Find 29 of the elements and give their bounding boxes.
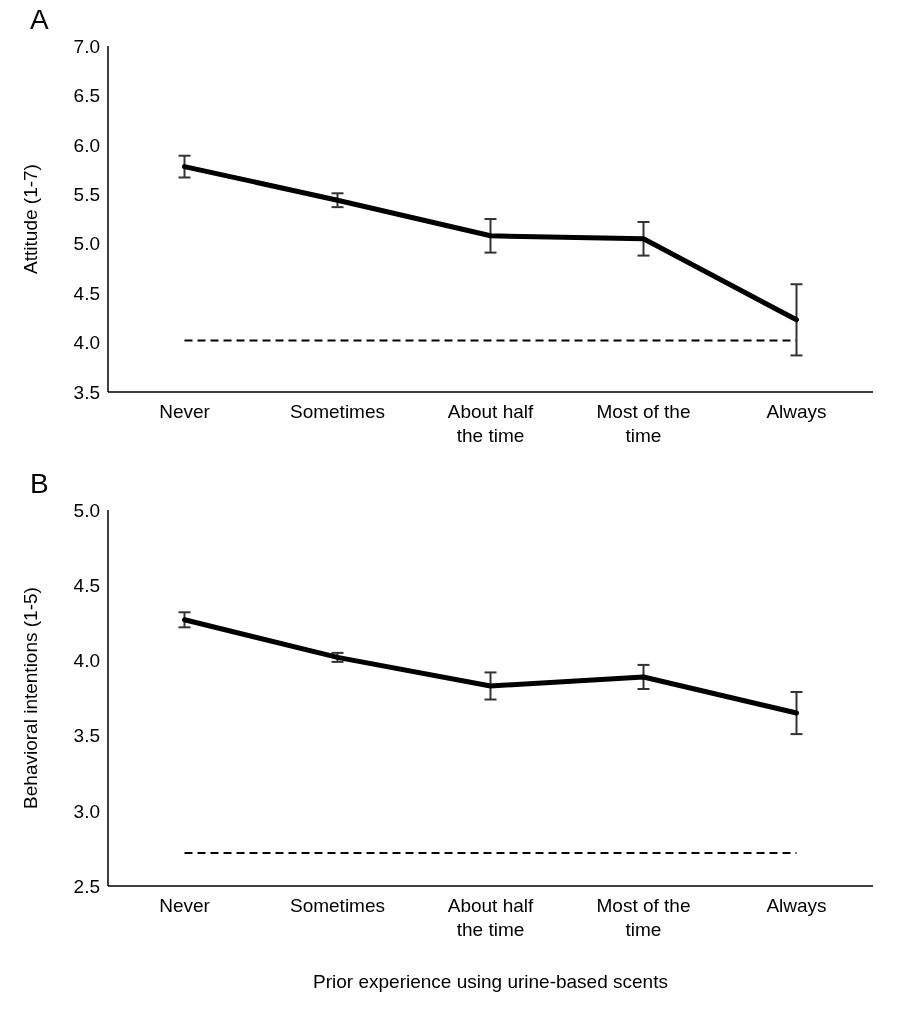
y-axis-title: Attitude (1-7) (19, 164, 41, 274)
y-tick-label: 3.5 (73, 381, 100, 403)
y-tick-label: 4.5 (73, 574, 100, 596)
y-tick-label: 3.0 (73, 800, 100, 822)
y-tick-label: 6.0 (73, 134, 100, 156)
y-tick-label: 4.5 (73, 282, 100, 304)
x-tick-label: Most of the time (596, 895, 691, 940)
chart-title: B (30, 468, 50, 499)
y-axis-title: Behavioral intentions (1-5) (19, 587, 41, 809)
x-tick-label: Never (159, 401, 211, 422)
y-tick-label: 5.5 (73, 184, 100, 206)
y-tick-label: 5.0 (73, 499, 100, 521)
x-tick-label: About half the time (447, 895, 534, 940)
x-tick-label: About half the time (447, 401, 534, 446)
y-tick-label: 5.0 (73, 233, 100, 255)
x-tick-label: Always (766, 895, 827, 916)
x-tick-label: Sometimes (289, 401, 386, 422)
y-tick-label: 2.5 (73, 875, 100, 897)
x-tick-label: Most of the time (596, 401, 691, 446)
y-tick-label: 7.0 (73, 35, 100, 57)
y-tick-label: 4.0 (73, 650, 100, 672)
x-axis-title: Prior experience using urine-based scents (313, 971, 668, 992)
y-tick-label: 4.0 (73, 332, 100, 354)
y-tick-label: 6.5 (73, 85, 100, 107)
x-tick-label: Sometimes (289, 895, 386, 916)
chart-title: A (30, 4, 50, 35)
y-tick-label: 3.5 (73, 725, 100, 747)
x-tick-label: Never (159, 895, 211, 916)
x-tick-label: Always (766, 401, 827, 422)
